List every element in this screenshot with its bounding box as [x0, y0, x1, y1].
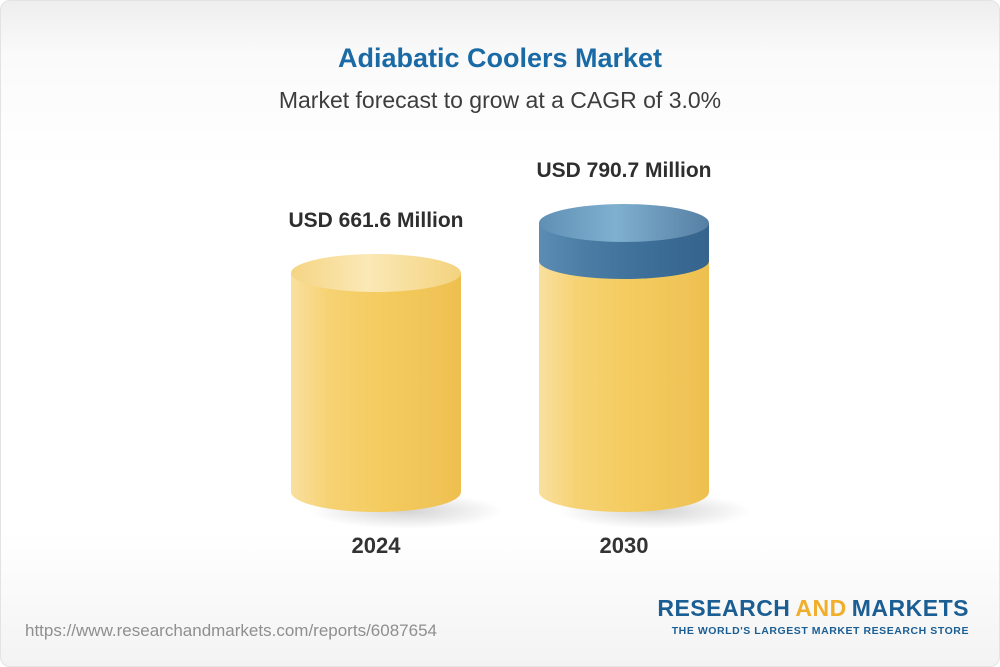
chart-title: Adiabatic Coolers Market [337, 43, 663, 73]
logo-wordmark: RESEARCH AND MARKETS [657, 595, 969, 622]
logo-word-research: RESEARCH [657, 595, 791, 621]
bar-2024-body [291, 273, 461, 512]
bar-2030-base-body [539, 244, 709, 512]
research-and-markets-logo: RESEARCH AND MARKETS THE WORLD'S LARGEST M… [657, 595, 969, 637]
bar-2024-value-label: USD 661.6 Million [288, 209, 464, 232]
bar-2030-top-ellipse [539, 204, 709, 242]
logo-tagline: THE WORLD'S LARGEST MARKET RESEARCH STOR… [671, 625, 969, 637]
logo-word-and: AND [795, 595, 847, 621]
bar-2024-cylinder [291, 254, 461, 512]
logo-word-markets: MARKETS [851, 595, 969, 621]
report-url: https://www.researchandmarkets.com/repor… [25, 621, 437, 640]
bar-2024-top-ellipse [291, 254, 461, 292]
chart-subtitle: Market forecast to grow at a CAGR of 3.0… [278, 87, 722, 113]
bar-2030-value-label: USD 790.7 Million [536, 159, 712, 182]
bar-2030-year-label: 2030 [599, 533, 649, 558]
bar-2024-year-label: 2024 [351, 533, 401, 558]
bar-2030-cylinder [539, 204, 709, 512]
